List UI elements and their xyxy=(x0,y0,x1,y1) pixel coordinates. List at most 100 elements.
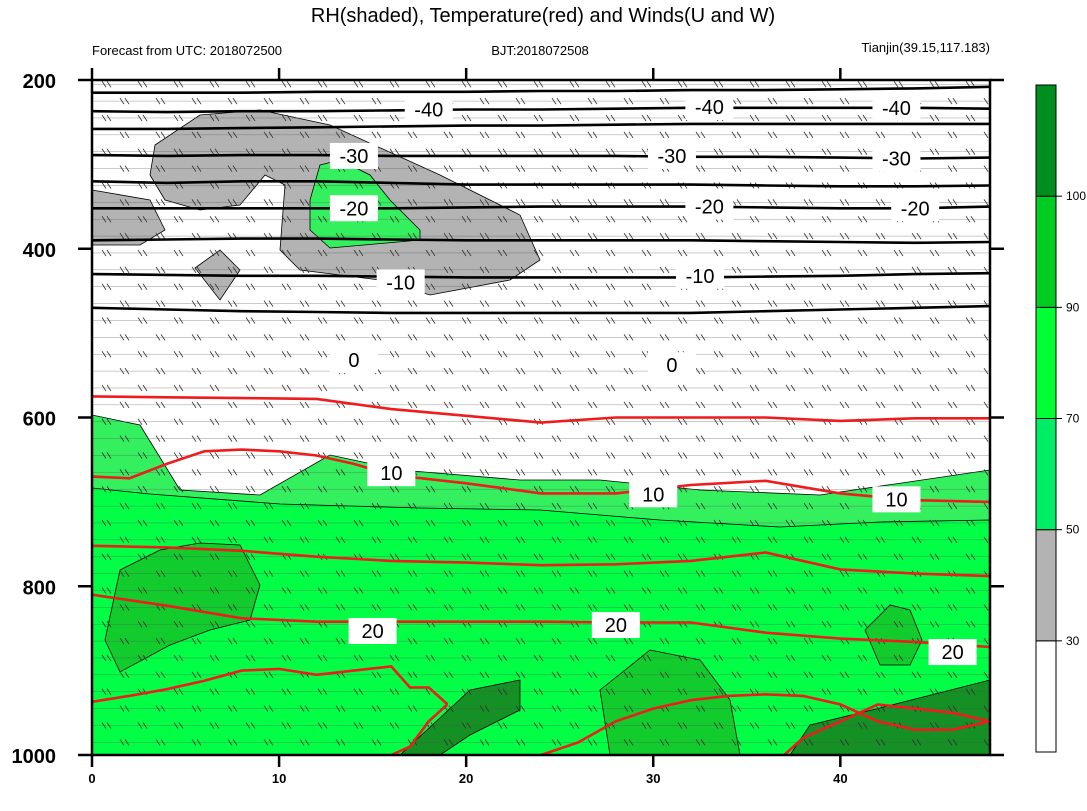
wind-barb xyxy=(754,384,760,392)
wind-barb xyxy=(358,452,364,459)
wind-barb xyxy=(299,300,305,307)
wind-barb xyxy=(412,502,418,510)
wind-barb xyxy=(515,97,521,105)
contour-label-box xyxy=(647,352,696,379)
wind-barb xyxy=(749,350,755,358)
wind-barb xyxy=(353,384,359,392)
wind-barb xyxy=(232,334,238,341)
wind-barb xyxy=(983,604,989,611)
wind-barb xyxy=(394,418,400,425)
wind-barb xyxy=(448,739,454,746)
wind-barb xyxy=(340,705,346,712)
wind-barb xyxy=(587,739,593,746)
wind-barb xyxy=(605,452,611,459)
wind-barb xyxy=(808,671,814,679)
wind-barb xyxy=(731,536,737,544)
wind-barb xyxy=(772,334,778,341)
wind-barb xyxy=(245,485,251,493)
wind-barb xyxy=(911,435,917,442)
wind-barb xyxy=(214,350,220,358)
wind-barb xyxy=(970,215,976,223)
wind-barb xyxy=(569,553,575,560)
wind-barb xyxy=(785,485,791,493)
wind-barb xyxy=(569,249,575,257)
wind-barb xyxy=(461,418,467,425)
wind-barb xyxy=(772,469,778,476)
wind-barb xyxy=(407,334,413,341)
wind-barb xyxy=(772,637,778,645)
wind-barb xyxy=(929,350,935,358)
wind-barb xyxy=(808,570,814,577)
wind-barb xyxy=(191,637,197,645)
wind-barb xyxy=(826,249,832,257)
wind-barb xyxy=(502,722,508,729)
wind-barb xyxy=(119,401,125,409)
wind-barb xyxy=(700,334,706,341)
wind-barb xyxy=(250,587,256,594)
wind-barb xyxy=(461,215,467,223)
wind-barb xyxy=(178,215,184,223)
wind-barb xyxy=(574,553,580,560)
wind-barb xyxy=(250,722,256,729)
wind-barb xyxy=(430,384,436,392)
wind-barb xyxy=(466,452,472,459)
contour-label: -10 xyxy=(386,273,415,295)
wind-barb xyxy=(371,604,377,611)
wind-barb xyxy=(394,688,400,695)
wind-barb xyxy=(983,502,989,510)
wind-barb xyxy=(587,401,593,409)
wind-barb xyxy=(389,148,395,155)
wind-barb xyxy=(484,536,490,544)
wind-barb xyxy=(790,722,796,729)
wind-barb xyxy=(947,502,953,510)
wind-barb xyxy=(646,215,652,223)
wind-barb xyxy=(227,401,233,409)
wind-barb xyxy=(268,739,274,746)
wind-barb xyxy=(736,637,742,645)
wind-barb xyxy=(772,671,778,679)
wind-barb xyxy=(119,739,125,746)
wind-barb xyxy=(448,401,454,409)
wind-barb xyxy=(695,502,701,510)
wind-barb xyxy=(425,452,431,459)
wind-barb xyxy=(268,570,274,577)
wind-barb xyxy=(862,485,868,493)
wind-barb xyxy=(520,97,526,105)
wind-barb xyxy=(407,637,413,645)
wind-barb xyxy=(371,131,377,139)
wind-barb xyxy=(407,401,413,409)
wind-barb xyxy=(808,401,814,409)
wind-barb xyxy=(430,215,436,223)
wind-barb xyxy=(155,266,161,274)
wind-barb xyxy=(646,317,652,324)
wind-barb xyxy=(155,401,161,409)
wind-barb xyxy=(155,435,161,442)
wind-barb xyxy=(178,587,184,594)
wind-barb xyxy=(700,435,706,442)
wind-barb xyxy=(700,232,706,240)
contour-label-box xyxy=(376,269,425,296)
wind-barb xyxy=(106,283,112,290)
wind-barb xyxy=(736,165,742,172)
wind-barb xyxy=(353,654,359,662)
wind-barb xyxy=(322,249,328,257)
wind-barb xyxy=(574,485,580,493)
wind-barb xyxy=(641,283,647,290)
wind-barb xyxy=(587,637,593,645)
wind-barb xyxy=(281,148,287,155)
wind-barb xyxy=(826,283,832,290)
wind-barb xyxy=(610,384,616,392)
wind-barb xyxy=(821,519,827,527)
wind-barb xyxy=(232,165,238,172)
wind-barb xyxy=(137,350,143,358)
wind-barb xyxy=(466,249,472,257)
wind-barb xyxy=(533,485,539,493)
wind-barb xyxy=(317,317,323,324)
wind-barb xyxy=(695,604,701,611)
wind-barb xyxy=(353,283,359,290)
colorbar-label: 100 xyxy=(1066,189,1086,203)
wind-barb xyxy=(736,401,742,409)
wind-barb xyxy=(394,114,400,122)
